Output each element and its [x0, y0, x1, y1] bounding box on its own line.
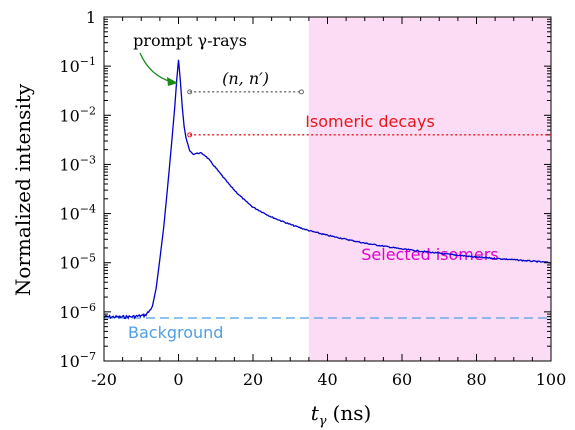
y-tick-exponent: −4	[80, 203, 96, 216]
selected-isomers-region	[308, 17, 551, 361]
y-tick-base: 10	[59, 106, 79, 125]
x-tick-label: 40	[317, 370, 337, 389]
x-axis-label-subscript: γ	[319, 414, 327, 429]
x-tick-label: 0	[173, 370, 183, 389]
y-tick-base: 10	[59, 57, 79, 76]
prompt-gamma-label: prompt γ-rays	[133, 31, 247, 50]
y-tick-exponent: −2	[80, 104, 96, 117]
n-nprime-label: (n, n′)	[222, 69, 269, 88]
annotations-layer: prompt γ-rays (n, n′) Isomeric decays	[133, 31, 551, 138]
selected-region-layer: Selected isomers	[308, 17, 551, 361]
y-tick-exponent: −3	[80, 153, 96, 166]
y-tick-label: 10−3	[59, 153, 96, 174]
y-tick-exponent: −7	[80, 350, 96, 363]
y-tick-base: 10	[59, 303, 79, 322]
x-axis-label-unit: (ns)	[333, 401, 372, 425]
isomeric-decays-marker	[187, 132, 193, 138]
x-axis-label: tγ (ns)	[311, 401, 372, 429]
axis-tick-labels: -20 0 20 40 60 80 100110−110−210−310−410−510−6…	[59, 8, 566, 389]
isomeric-decays-label: Isomeric decays	[305, 112, 435, 131]
y-tick-label: 10−1	[59, 55, 96, 76]
y-tick-label: 10−7	[59, 350, 96, 371]
y-tick-exponent: −5	[80, 252, 96, 265]
y-tick-base: 10	[59, 352, 79, 371]
selected-isomers-label: Selected isomers	[361, 245, 498, 264]
background-label: Background	[128, 323, 223, 342]
x-tick-label: 20	[243, 370, 263, 389]
x-axis-label-symbol: t	[311, 401, 320, 425]
x-tick-label: -20	[91, 370, 117, 389]
x-tick-label: 80	[466, 370, 486, 389]
n-nprime-marker-start	[187, 89, 193, 95]
y-tick-label: 1	[86, 8, 96, 27]
y-tick-label: 10−6	[59, 301, 96, 322]
intensity-curve	[103, 59, 552, 320]
axis-ticks	[103, 16, 552, 362]
y-tick-exponent: −1	[80, 55, 96, 68]
prompt-arrow-head	[167, 77, 178, 86]
x-tick-label: 100	[536, 370, 567, 389]
y-tick-base: 10	[59, 205, 79, 224]
y-tick-label: 10−5	[59, 252, 96, 273]
ref-lines-layer: Background	[104, 317, 551, 342]
y-tick-label: 10−2	[59, 104, 96, 125]
y-tick-base: 10	[59, 254, 79, 273]
y-tick-base: 10	[59, 155, 79, 174]
y-tick-base: 1	[86, 8, 96, 27]
y-axis-label: Normalized intensity	[11, 83, 35, 296]
n-nprime-marker-end	[298, 89, 304, 95]
y-tick-exponent: −6	[80, 301, 96, 314]
y-tick-label: 10−4	[59, 203, 96, 224]
curve-layer	[103, 59, 552, 320]
x-tick-label: 60	[392, 370, 412, 389]
